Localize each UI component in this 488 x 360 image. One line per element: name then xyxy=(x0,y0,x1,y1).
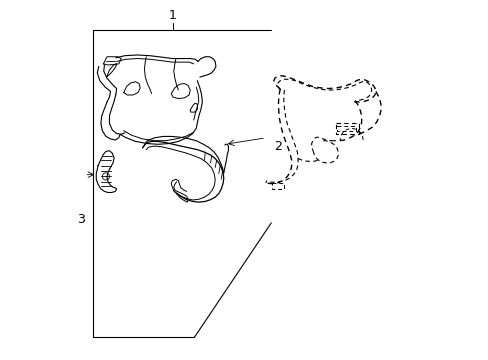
Text: 3: 3 xyxy=(77,213,84,226)
Text: 2: 2 xyxy=(274,140,282,153)
Text: 1: 1 xyxy=(169,9,177,22)
